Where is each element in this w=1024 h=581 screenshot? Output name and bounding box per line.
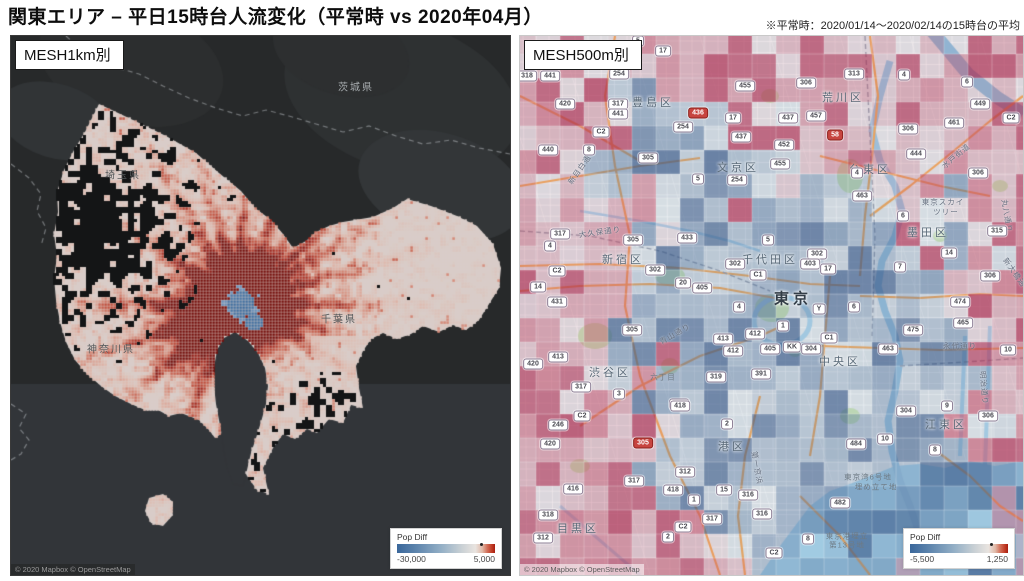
legend-max: 5,000 <box>473 554 495 564</box>
mesh1km-map-canvas[interactable] <box>11 36 510 575</box>
mesh1km-map-panel: 茨城県 埼玉県 千葉県 神奈川県 MESH1km別 Pop Diff -30,000 … <box>10 35 511 576</box>
mesh500m-map-canvas[interactable] <box>520 36 1023 575</box>
legend-min: -5,500 <box>910 554 935 564</box>
page-title: 関東エリア – 平日15時台人流変化（平常時 vs 2020年04月） <box>8 7 543 28</box>
legend-gradient-bar <box>910 543 1008 553</box>
legend-title: Pop Diff <box>397 532 428 542</box>
legend-range: -5,500 1,250 <box>910 554 1008 564</box>
right-map-attribution: © 2020 Mapbox © OpenStreetMap <box>520 564 644 575</box>
legend-max: 1,250 <box>986 554 1008 564</box>
legend-title: Pop Diff <box>910 532 941 542</box>
legend-min: -30,000 <box>397 554 426 564</box>
legend-gradient-bar <box>397 543 495 553</box>
legend-zero-marker <box>989 543 993 546</box>
baseline-note: ※平常時：2020/01/14～2020/02/14の15時台の平均 <box>765 20 1020 32</box>
left-pop-diff-legend: Pop Diff -30,000 5,000 <box>390 528 502 569</box>
right-pop-diff-legend: Pop Diff -5,500 1,250 <box>903 528 1015 569</box>
left-map-attribution: © 2020 Mapbox © OpenStreetMap <box>11 564 135 575</box>
legend-zero-marker <box>480 543 484 546</box>
legend-range: -30,000 5,000 <box>397 554 495 564</box>
mesh500m-map-panel: 豊島区 荒川区 文京区 台東区 新宿区 千代田区 中央区 渋谷区 墨田区 港区 江東区 目黒区 東京 六丁… <box>519 35 1024 576</box>
right-map-label: MESH500m別 <box>524 40 642 70</box>
left-map-label: MESH1km別 <box>15 40 124 70</box>
